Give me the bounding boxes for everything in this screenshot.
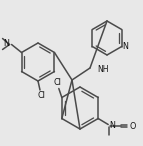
Text: N: N — [109, 121, 115, 130]
Text: NH: NH — [97, 65, 109, 73]
Text: N: N — [123, 42, 129, 51]
Text: O: O — [129, 122, 136, 131]
Text: Cl: Cl — [37, 92, 45, 100]
Text: Cl: Cl — [54, 78, 62, 87]
Text: N: N — [4, 39, 10, 48]
